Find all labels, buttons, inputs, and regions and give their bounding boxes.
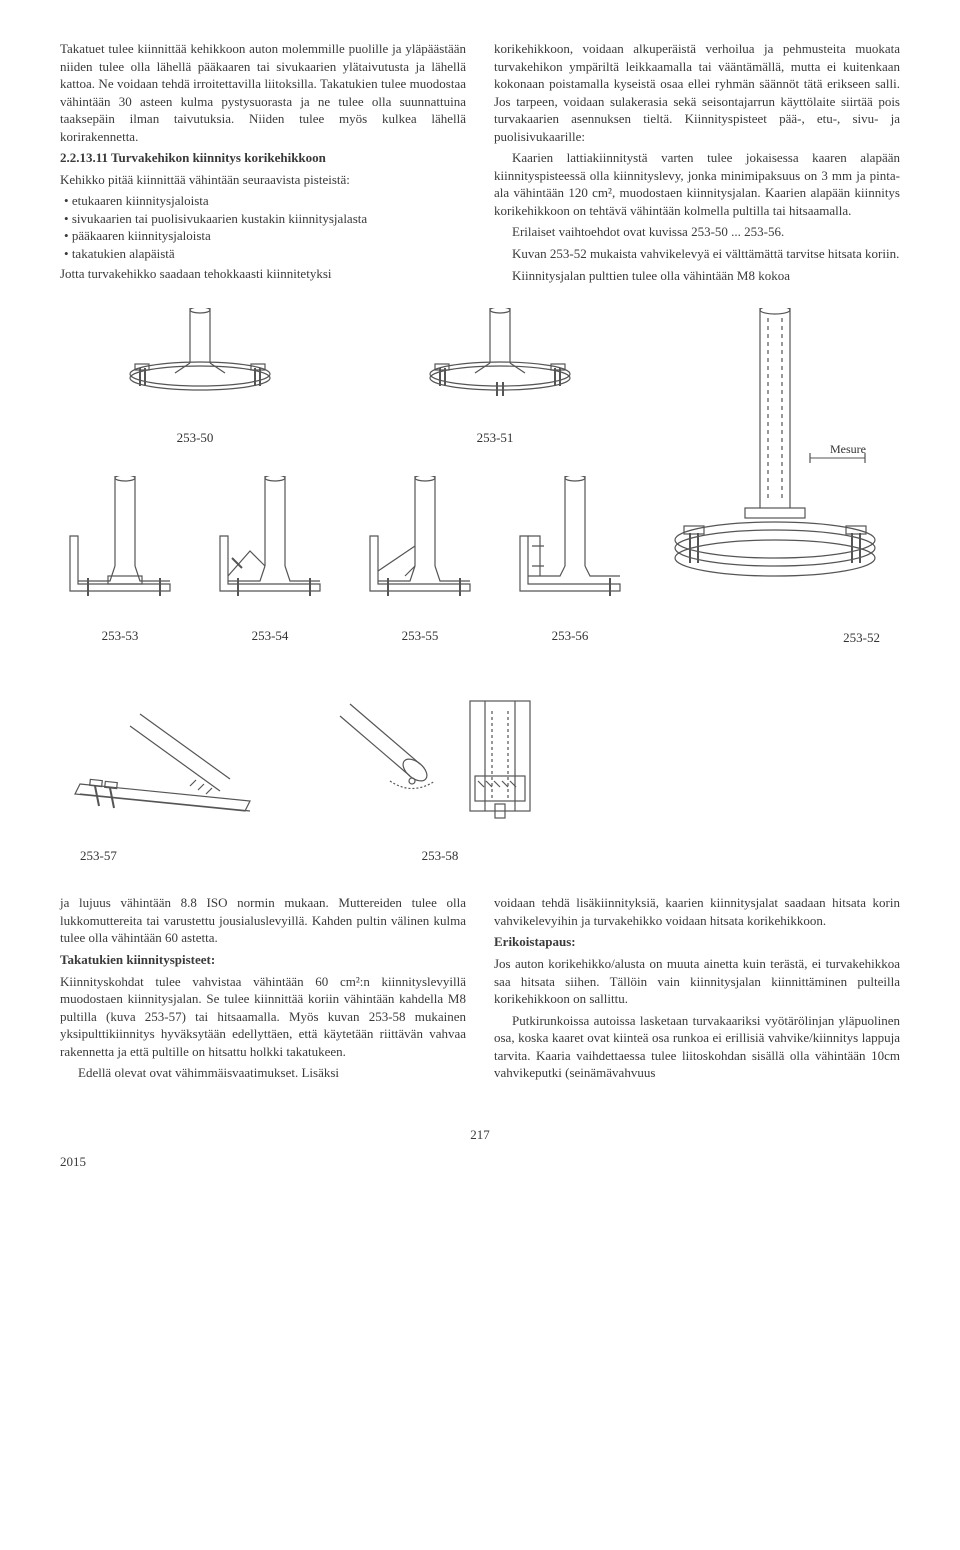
paragraph: Kehikko pitää kiinnittää vähintään seura…: [60, 171, 466, 189]
top-text-columns: Takatuet tulee kiinnittää kehikkoon auto…: [60, 40, 900, 288]
year-footer: 2015: [60, 1153, 900, 1171]
paragraph: 2.2.13.11 Turvakehikon kiinnitys korikeh…: [60, 149, 466, 167]
section-heading: 2.2.13.11 Turvakehikon kiinnitys korikeh…: [60, 150, 326, 165]
figure-label: 253-58: [310, 847, 570, 865]
diagram-253-51: [405, 308, 585, 418]
paragraph: Kiinnitysjalan pulttien tulee olla vähin…: [494, 267, 900, 285]
sub-heading: Erikoistapaus:: [494, 933, 900, 951]
top-right-column: korikehikkoon, voidaan alkuperäistä verh…: [494, 40, 900, 288]
figure-cell: 253-56: [510, 476, 630, 644]
figure-label: 253-52: [660, 629, 900, 647]
figure-cell: 253-54: [210, 476, 330, 644]
figure-label: 253-57: [60, 847, 280, 865]
mesure-text: Mesure: [830, 442, 866, 456]
diagram-253-55: [360, 476, 480, 616]
list-item: takatukien alapäistä: [60, 245, 466, 263]
figure-label: 253-56: [510, 627, 630, 645]
paragraph: Edellä olevat ovat vähimmäisvaatimukset.…: [60, 1064, 466, 1082]
paragraph: Kaarien lattiakiinnitystä varten tulee j…: [494, 149, 900, 219]
paragraph: Erilaiset vaihtoehdot ovat kuvissa 253-5…: [494, 223, 900, 241]
figure-label: 253-54: [210, 627, 330, 645]
bottom-left-column: ja lujuus vähintään 8.8 ISO normin mukaa…: [60, 894, 466, 1085]
top-left-column: Takatuet tulee kiinnittää kehikkoon auto…: [60, 40, 466, 288]
diagram-253-58: [320, 686, 560, 836]
list-item: etukaaren kiinnitysjaloista: [60, 192, 466, 210]
sub-heading: Takatukien kiinnityspisteet:: [60, 951, 466, 969]
figure-label: 253-50: [60, 429, 330, 447]
figure-row: 253-57 253-58: [60, 686, 900, 864]
bottom-right-column: voidaan tehdä lisäkiinnityksiä, kaarien …: [494, 894, 900, 1085]
figure-label: 253-55: [360, 627, 480, 645]
paragraph: voidaan tehdä lisäkiinnityksiä, kaarien …: [494, 894, 900, 929]
figure-cell: 253-53: [60, 476, 180, 644]
diagram-253-57: [70, 706, 270, 836]
bottom-text-columns: ja lujuus vähintään 8.8 ISO normin mukaa…: [60, 894, 900, 1085]
diagram-253-52: Mesure: [660, 308, 890, 618]
figure-cell: 253-50: [60, 308, 330, 446]
figure-area: 253-50: [60, 308, 900, 864]
figure-cell: 253-55: [360, 476, 480, 644]
figure-cell: 253-51: [360, 308, 630, 446]
paragraph: korikehikkoon, voidaan alkuperäistä verh…: [494, 40, 900, 145]
paragraph: Kuvan 253-52 mukaista vahvikelevyä ei vä…: [494, 245, 900, 263]
page-number: 217: [60, 1126, 900, 1144]
paragraph: ja lujuus vähintään 8.8 ISO normin mukaa…: [60, 894, 466, 947]
paragraph: Putkirunkoissa autoissa lasketaan turvak…: [494, 1012, 900, 1082]
figure-cell: 253-57: [60, 706, 280, 864]
figure-row: 253-53 253-54: [60, 476, 630, 644]
list-item: pääkaaren kiinnitysjaloista: [60, 227, 466, 245]
diagram-253-50: [105, 308, 285, 418]
figure-row: 253-50: [60, 308, 630, 446]
diagram-253-56: [510, 476, 630, 616]
paragraph: Takatuet tulee kiinnittää kehikkoon auto…: [60, 40, 466, 145]
figure-cell: 253-58: [310, 686, 570, 864]
figure-label: 253-51: [360, 429, 630, 447]
paragraph: Jotta turvakehikko saadaan tehokkaasti k…: [60, 265, 466, 283]
figure-cell: Mesure 253-52: [660, 308, 900, 646]
diagram-253-53: [60, 476, 180, 616]
list-item: sivukaarien tai puolisivukaarien kustaki…: [60, 210, 466, 228]
figure-label: 253-53: [60, 627, 180, 645]
paragraph: Kiinnityskohdat tulee vahvistaa vähintää…: [60, 973, 466, 1061]
diagram-253-54: [210, 476, 330, 616]
bullet-list: etukaaren kiinnitysjaloista sivukaarien …: [60, 192, 466, 262]
paragraph: Jos auton korikehikko/alusta on muuta ai…: [494, 955, 900, 1008]
